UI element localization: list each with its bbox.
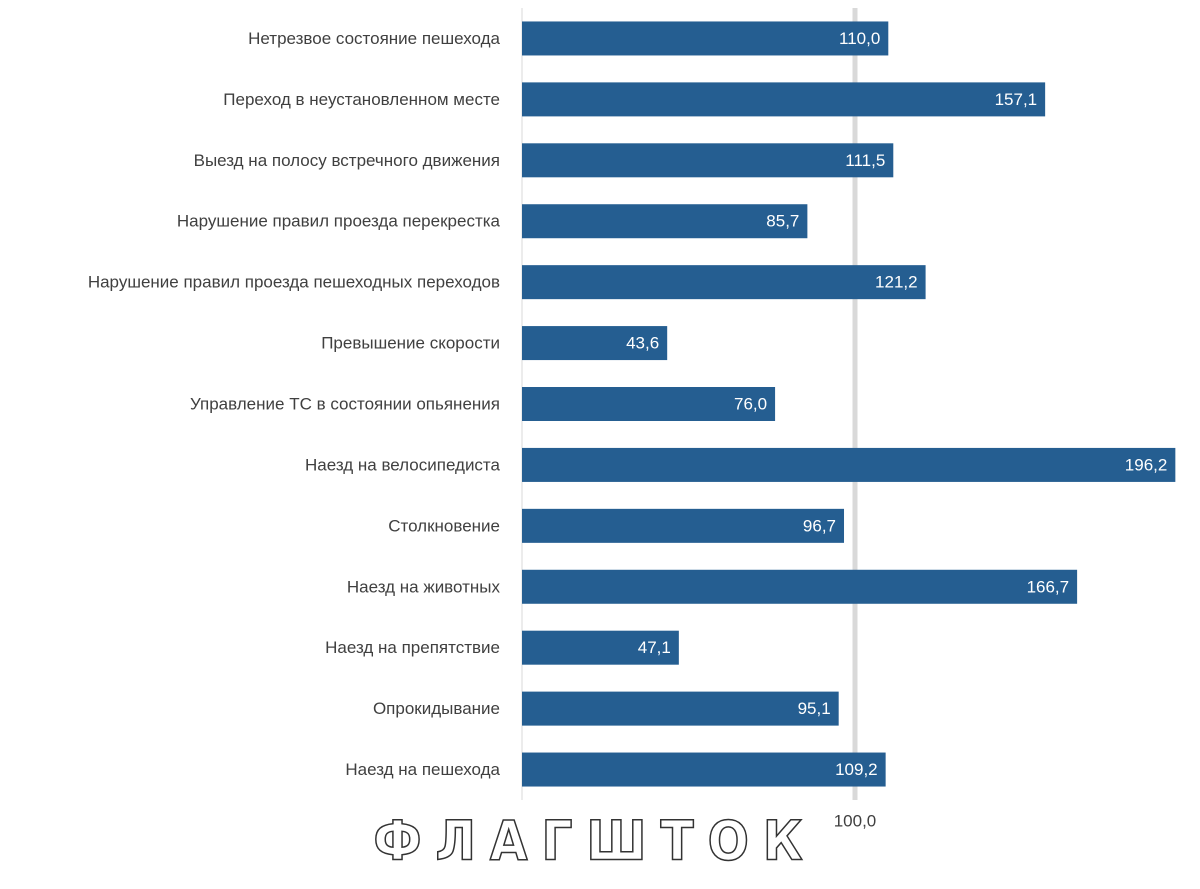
y-tick-label: Наезд на животных — [347, 577, 501, 596]
watermark: ФЛАГШТОК — [373, 810, 816, 873]
bar — [522, 143, 894, 178]
value-label: 111,5 — [845, 151, 885, 170]
bar — [522, 508, 845, 543]
bar — [522, 326, 668, 361]
bar — [522, 204, 808, 239]
y-tick-label: Выезд на полосу встречного движения — [194, 151, 500, 170]
value-label: 76,0 — [734, 394, 767, 413]
value-label: 47,1 — [638, 638, 671, 657]
y-tick-label: Столкновение — [388, 516, 500, 535]
bar — [522, 82, 1046, 117]
bar — [522, 752, 886, 787]
bar — [522, 265, 926, 300]
y-tick-label: Опрокидывание — [373, 699, 500, 718]
bar — [522, 569, 1078, 604]
bar — [522, 21, 889, 56]
bar — [522, 691, 839, 726]
y-tick-label: Переход в неустановленном месте — [223, 90, 500, 109]
y-tick-label: Нарушение правил проезда перекрестка — [177, 212, 501, 231]
value-label: 95,1 — [798, 699, 831, 718]
value-label: 96,7 — [803, 516, 836, 535]
value-label: 43,6 — [626, 334, 659, 353]
y-tick-label: Управление ТС в состоянии опьянения — [190, 394, 500, 413]
value-label: 157,1 — [995, 90, 1038, 109]
y-tick-label: Наезд на велосипедиста — [305, 455, 501, 474]
value-label: 196,2 — [1125, 455, 1168, 474]
value-label: 109,2 — [835, 760, 878, 779]
value-label: 121,2 — [875, 273, 918, 292]
y-tick-label: Нарушение правил проезда пешеходных пере… — [88, 273, 500, 292]
bar — [522, 447, 1176, 482]
bar — [522, 630, 679, 665]
y-tick-label: Наезд на пешехода — [345, 760, 500, 779]
bar — [522, 387, 776, 421]
y-tick-label: Нетрезвое состояние пешехода — [248, 29, 500, 48]
x-tick-label: 100,0 — [834, 811, 877, 830]
value-label: 166,7 — [1027, 577, 1070, 596]
value-label: 110,0 — [839, 29, 880, 48]
y-tick-label: Превышение скорости — [321, 334, 500, 353]
value-label: 85,7 — [766, 212, 799, 231]
y-tick-label: Наезд на препятствие — [325, 638, 500, 657]
